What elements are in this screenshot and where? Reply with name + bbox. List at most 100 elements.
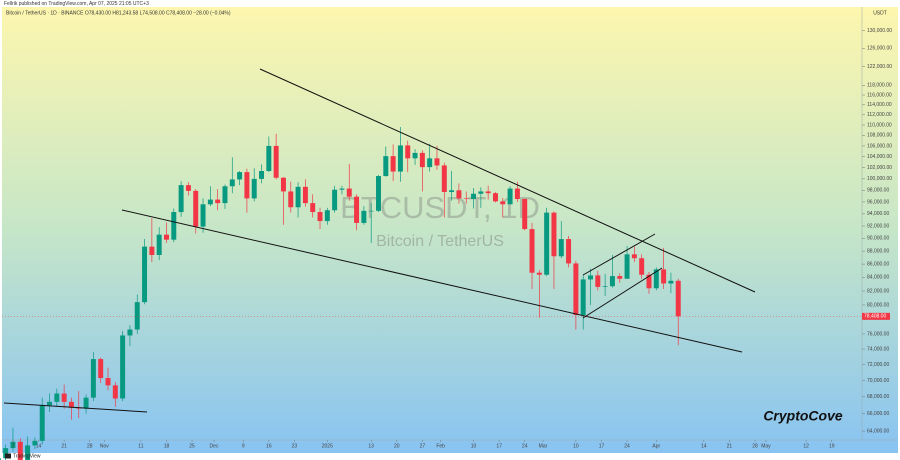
x-tick-label: 17 [496, 443, 502, 449]
candle-body [200, 204, 206, 227]
y-tick-label: 98,000.00 [867, 188, 889, 194]
x-tick-label: 17 [599, 443, 605, 449]
y-tick-label: 130,000.00 [867, 28, 892, 34]
candle-body [522, 199, 528, 230]
candle-body [434, 158, 440, 166]
x-tick-label: Dec [210, 443, 219, 449]
y-tick-label: 92,000.00 [867, 223, 889, 229]
candle-body [193, 190, 199, 227]
lower-wedge-line [121, 209, 743, 353]
x-tick-label: 24 [522, 443, 528, 449]
channel-upper-line [582, 233, 656, 276]
x-tick-label: 16 [266, 443, 272, 449]
currency-label: USDT [873, 10, 887, 16]
candle-body [405, 145, 411, 159]
candle-body [376, 176, 381, 211]
candle-body [215, 199, 221, 204]
candle-body [273, 145, 279, 178]
candle-body [456, 190, 462, 199]
candle-body [573, 263, 579, 315]
candle-body [580, 279, 586, 315]
candle-body [463, 198, 469, 200]
x-tick-label: 19 [829, 443, 835, 449]
x-tick-label: 2025 [322, 443, 333, 449]
candle-body [251, 178, 257, 199]
candle-body [237, 172, 243, 180]
y-tick-label: 82,000.00 [867, 288, 889, 294]
x-tick-label: 28 [87, 443, 93, 449]
candle-body [178, 185, 184, 213]
candle-body [259, 171, 265, 179]
x-tick-label: 25 [189, 443, 195, 449]
candle-body [10, 441, 16, 449]
candle-body [485, 191, 491, 194]
candle-body [332, 189, 338, 211]
candle-body [631, 254, 637, 259]
x-tick-label: Apr [652, 443, 660, 449]
y-tick-label: 70,000.00 [867, 378, 889, 384]
candle-body [302, 186, 308, 204]
x-tick-label: 28 [752, 443, 758, 449]
candle-body [346, 188, 352, 197]
x-tick-label: 14 [36, 443, 42, 449]
y-tick-label: 80,000.00 [867, 302, 889, 308]
y-tick-label: 108,000.00 [867, 133, 892, 139]
y-tick-label: 88,000.00 [867, 248, 889, 254]
x-tick-label: 14 [701, 443, 707, 449]
trendlines [3, 68, 756, 413]
channel-lower-line [582, 267, 663, 319]
x-tick-label: 13 [368, 443, 374, 449]
x-tick-label: 9 [242, 443, 245, 449]
candle-body [68, 401, 74, 408]
candle-body [427, 158, 433, 168]
candle-body [0, 458, 1, 460]
candle-body [280, 177, 286, 192]
candle-body [142, 246, 148, 303]
y-tick-label: 102,000.00 [867, 165, 892, 171]
x-tick-label: 10 [573, 443, 579, 449]
x-tick-label: Nov [100, 443, 109, 449]
candle-body [324, 210, 330, 222]
last-price-label: 78,408.00 [864, 314, 886, 320]
candle-body [105, 378, 111, 386]
upper-wedge-line [259, 68, 756, 293]
y-tick-label: 90,000.00 [867, 236, 889, 242]
x-tick-label: 21 [61, 443, 67, 449]
candle-body [3, 448, 9, 459]
candle-body [449, 190, 455, 193]
y-tick-label: 74,000.00 [867, 346, 889, 352]
candle-body [566, 239, 572, 264]
candle-body [47, 401, 53, 406]
candle-body [661, 269, 667, 284]
candle-body [514, 188, 520, 200]
x-tick-label: 10 [471, 443, 477, 449]
y-tick-label: 122,000.00 [867, 64, 892, 70]
candle-body [529, 229, 535, 273]
y-tick-label: 68,000.00 [867, 394, 889, 400]
x-tick-label: 24 [624, 443, 630, 449]
candle-body [639, 258, 645, 275]
candle-body [595, 275, 601, 287]
candle-body [171, 212, 177, 240]
y-tick-label: 116,000.00 [867, 92, 892, 98]
y-tick-label: 86,000.00 [867, 261, 889, 267]
candle-body [112, 385, 118, 399]
candle-body [127, 329, 133, 336]
candle-body [98, 359, 104, 379]
x-tick-label: 23 [292, 443, 298, 449]
candle-body [397, 145, 403, 172]
y-tick-label: 112,000.00 [867, 112, 892, 118]
candle-body [207, 199, 213, 205]
y-tick-label: 64,000.00 [867, 428, 889, 434]
y-tick-label: 104,000.00 [867, 154, 892, 160]
candle-body [361, 210, 367, 223]
candle-body [653, 269, 659, 289]
candle-body [390, 156, 396, 172]
last-price-box [862, 312, 890, 320]
candle-body [39, 405, 45, 441]
candle-body [244, 172, 250, 199]
footer-logo: TradingView [13, 453, 41, 459]
candle-body [617, 276, 623, 279]
candle-body [478, 191, 484, 194]
candle-body [25, 445, 31, 460]
